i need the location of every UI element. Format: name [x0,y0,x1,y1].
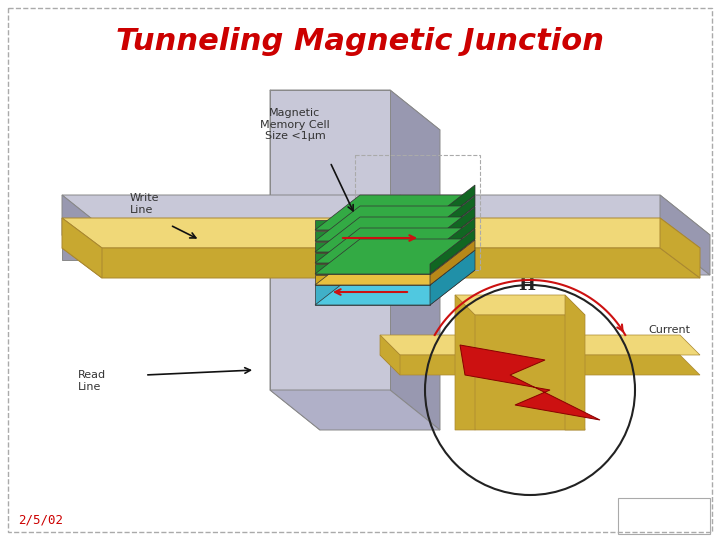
Text: Tunneling Magnetic Junction: Tunneling Magnetic Junction [116,28,604,57]
Polygon shape [62,248,440,278]
Polygon shape [565,295,585,430]
Polygon shape [270,90,440,130]
Polygon shape [400,195,710,235]
Text: CS252/Culler
Lec 5.35: CS252/Culler Lec 5.35 [624,505,704,527]
Polygon shape [455,295,475,430]
Polygon shape [400,248,700,278]
Polygon shape [270,390,440,430]
Polygon shape [62,235,450,275]
Text: Current: Current [648,325,690,335]
Text: H: H [518,276,535,294]
Polygon shape [430,218,475,263]
Bar [618,498,710,534]
Polygon shape [430,250,475,305]
Text: 2/5/02: 2/5/02 [18,514,63,526]
Polygon shape [315,275,430,285]
Polygon shape [380,335,700,355]
Polygon shape [460,345,600,420]
Polygon shape [430,240,475,285]
Polygon shape [315,195,475,230]
Polygon shape [270,90,390,390]
Text: Write
Line: Write Line [130,193,160,215]
Polygon shape [62,195,450,235]
Polygon shape [380,335,400,375]
Polygon shape [455,315,585,430]
Polygon shape [315,250,475,285]
Polygon shape [315,270,475,305]
Polygon shape [315,231,430,241]
Text: Read
Line: Read Line [78,370,106,392]
Polygon shape [315,285,430,305]
Polygon shape [430,196,475,241]
Polygon shape [380,355,700,375]
Polygon shape [315,217,475,252]
Polygon shape [315,242,430,252]
Polygon shape [315,264,430,274]
Polygon shape [315,228,475,263]
Polygon shape [270,90,320,430]
Polygon shape [315,253,430,263]
Polygon shape [400,195,450,275]
Polygon shape [455,295,585,315]
Polygon shape [315,239,475,274]
Polygon shape [660,218,700,278]
Polygon shape [400,218,700,248]
Polygon shape [62,195,112,275]
Polygon shape [660,195,710,275]
Polygon shape [430,207,475,252]
Polygon shape [430,185,475,230]
Polygon shape [62,218,102,278]
Polygon shape [430,229,475,274]
Polygon shape [62,218,440,248]
Polygon shape [400,235,710,275]
Polygon shape [62,235,112,260]
Polygon shape [315,206,475,241]
Text: Magnetic
Memory Cell
Size <1μm: Magnetic Memory Cell Size <1μm [260,108,330,141]
Polygon shape [315,220,430,230]
Polygon shape [390,90,440,430]
